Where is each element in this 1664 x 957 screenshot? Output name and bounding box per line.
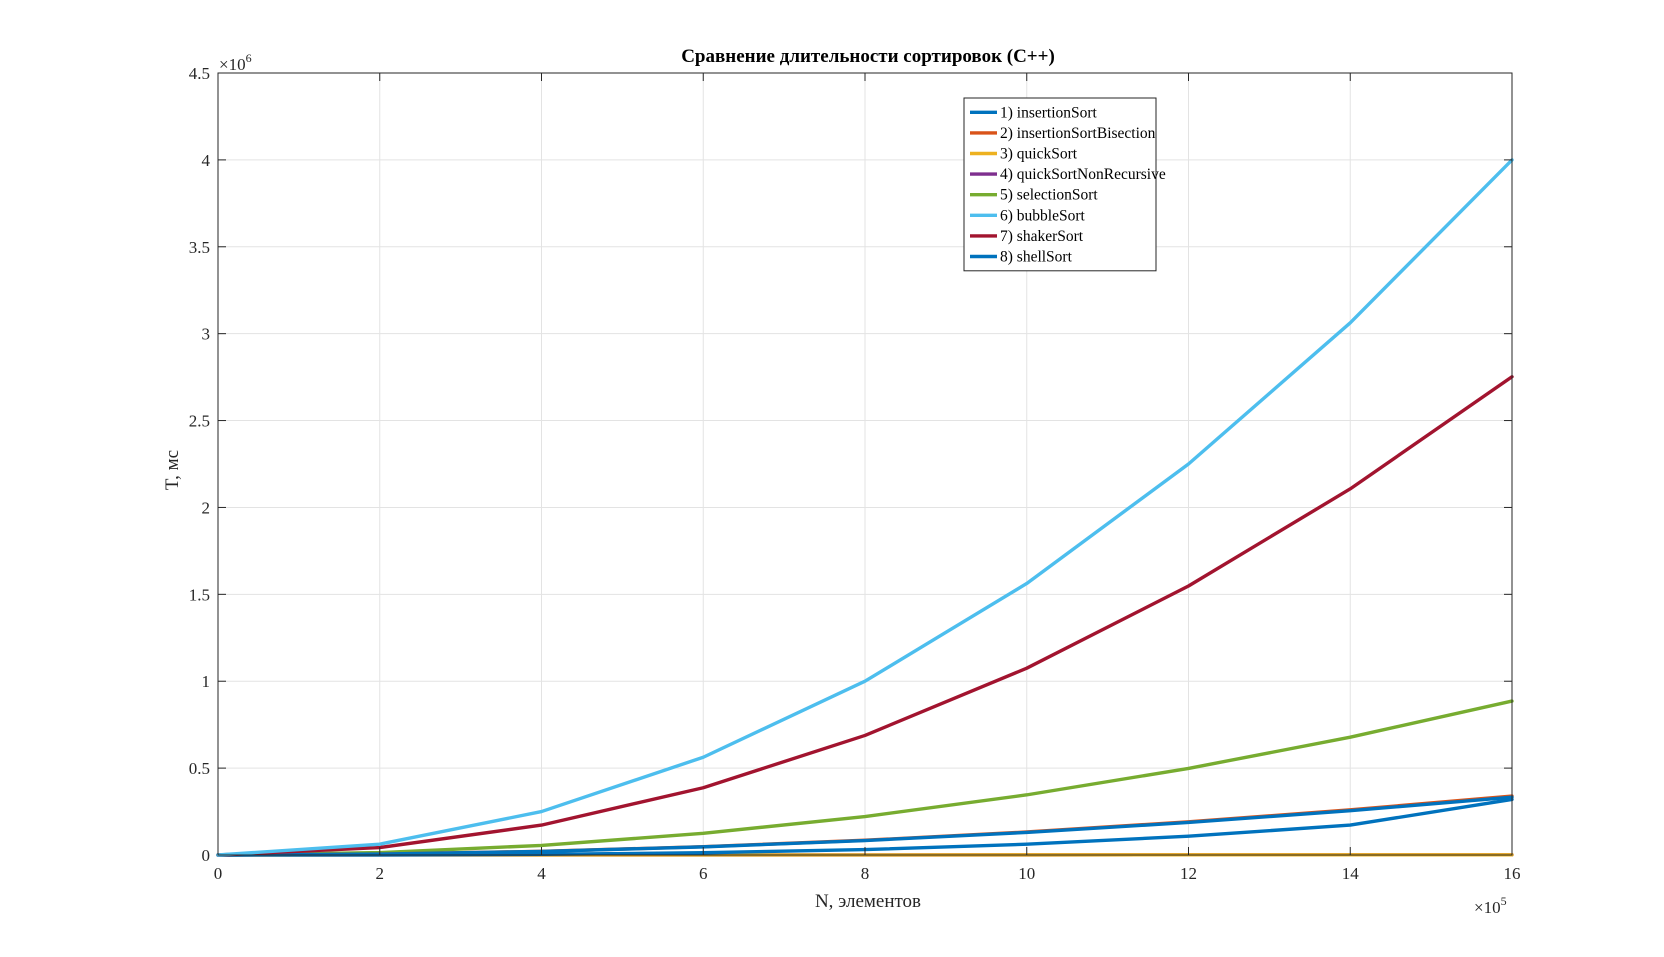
x-tick-label: 12: [1180, 864, 1197, 883]
axis-ticks: 0 2 4 6 8 10 12 14 16 0 0.5 1 1.5 2 2.5 3 3.5 4 4.5: [189, 64, 1521, 883]
legend-entry: 4) quickSortNonRecursive: [1000, 166, 1166, 183]
x-axis-label: N, элементов: [815, 891, 921, 912]
x-exponent-power: 5: [1501, 894, 1507, 908]
series-line: [216, 699, 1514, 857]
legend-entry: 8) shellSort: [1000, 249, 1073, 266]
y-exponent-base: ×10: [219, 55, 246, 74]
x-tick-label: 0: [214, 864, 223, 883]
y-tick-label: 4.5: [189, 64, 210, 83]
x-tick-label: 16: [1504, 864, 1521, 883]
y-tick-label: 2: [202, 498, 211, 517]
y-exponent-power: 6: [246, 51, 252, 65]
legend-box: [963, 97, 1157, 272]
y-tick-label: 0: [202, 846, 211, 865]
chart-title: Сравнение длительности сортировок (C++): [681, 46, 1055, 67]
x-tick-label: 14: [1342, 864, 1360, 883]
legend-entry: 1) insertionSort: [1000, 104, 1098, 121]
y-tick-label: 2.5: [189, 412, 210, 431]
y-tick-label: 1.5: [189, 585, 210, 604]
y-tick-label: 3.5: [189, 238, 210, 257]
svg-text:×106: ×106: [219, 51, 252, 74]
x-exponent-base: ×10: [1474, 898, 1501, 917]
y-tick-label: 3: [202, 325, 211, 344]
y-axis-label: T, мс: [162, 450, 183, 490]
y-tick-label: 4: [202, 151, 211, 170]
y-tick-label: 0.5: [189, 759, 210, 778]
x-exponent-label: ×105: [1474, 894, 1507, 917]
x-tick-label: 4: [537, 864, 546, 883]
svg-text:×105: ×105: [1474, 894, 1507, 917]
y-exponent-label: ×106: [219, 51, 252, 74]
x-tick-label: 2: [376, 864, 385, 883]
legend: 1) insertionSort 2) insertionSortBisectio…: [963, 97, 1166, 272]
legend-entry: 2) insertionSortBisection: [1000, 125, 1156, 142]
x-tick-label: 8: [861, 864, 870, 883]
legend-entry: 6) bubbleSort: [1000, 207, 1086, 224]
legend-entry: 7) shakerSort: [1000, 228, 1084, 245]
x-tick-label: 6: [699, 864, 708, 883]
y-tick-label: 1: [202, 672, 211, 691]
legend-entry: 5) selectionSort: [1000, 187, 1098, 204]
series-line: [216, 375, 1514, 857]
legend-entry: 3) quickSort: [1000, 146, 1078, 163]
series-line: [216, 158, 1514, 857]
x-tick-label: 10: [1018, 864, 1035, 883]
